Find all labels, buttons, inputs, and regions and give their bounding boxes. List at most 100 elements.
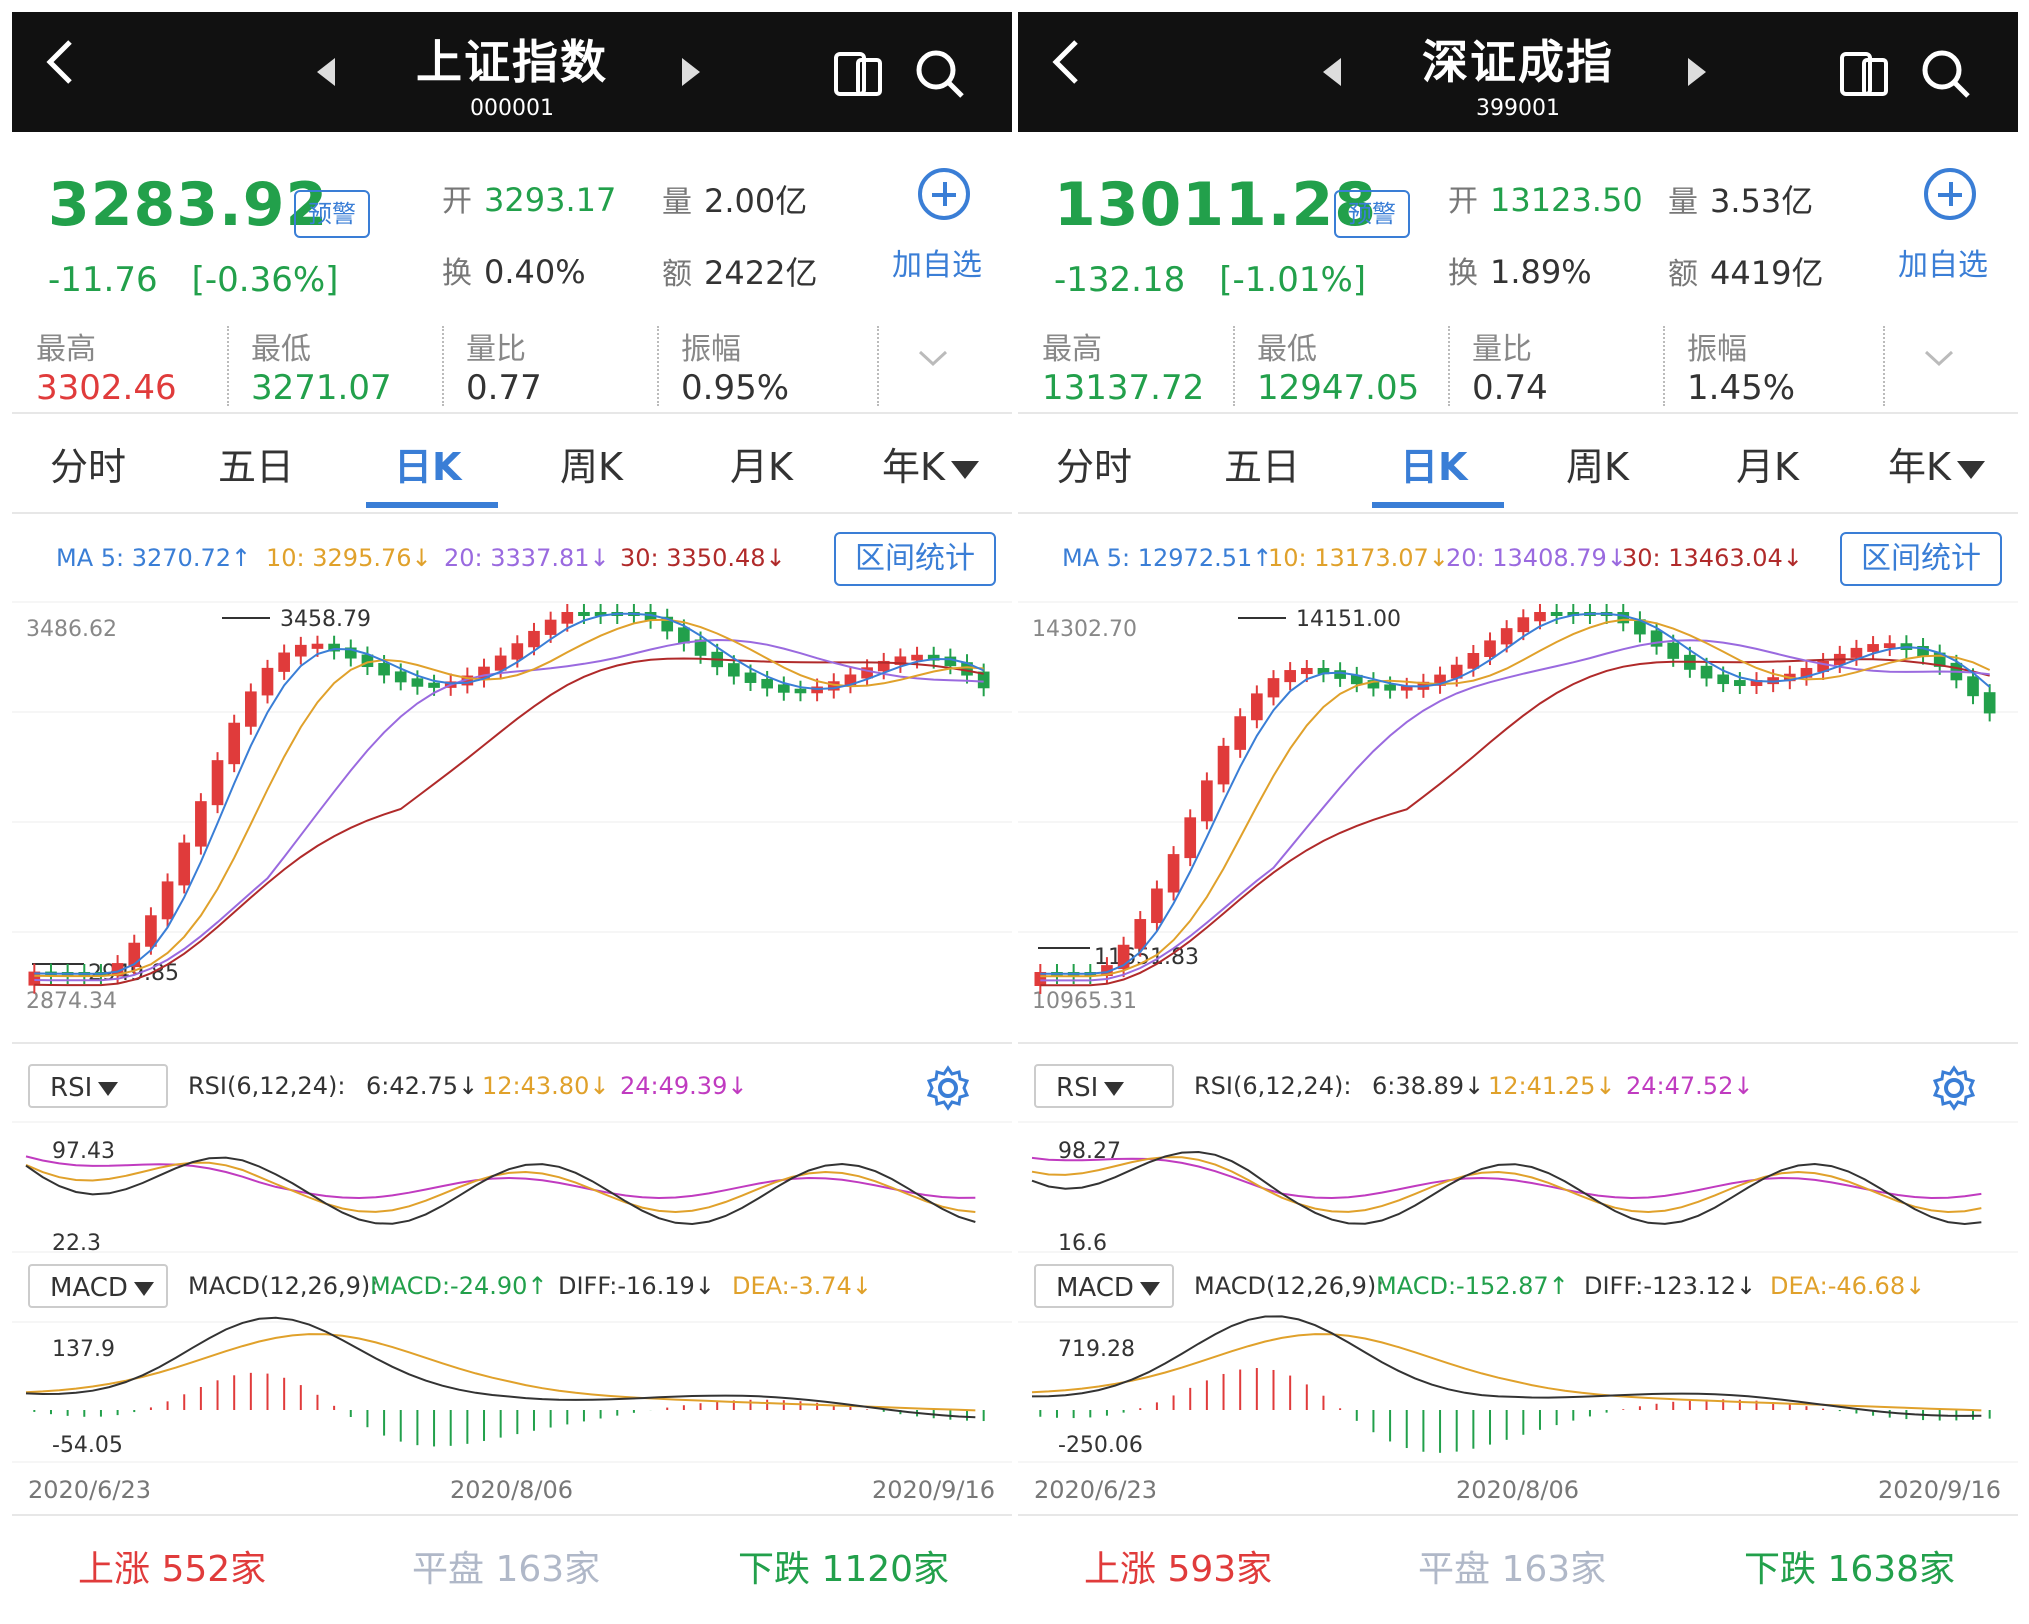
phone-icon[interactable]	[830, 46, 886, 102]
candle	[1750, 680, 1763, 687]
rising-count: 上涨 593家	[1084, 1549, 1273, 1590]
date-axis: 2020/6/23 2020/8/06 2020/9/16	[1018, 1472, 2018, 1512]
candle	[411, 678, 424, 687]
candle	[1117, 944, 1130, 970]
title-block: 上证指数 000001	[12, 26, 1012, 121]
next-icon[interactable]	[1688, 58, 1706, 86]
candle	[1317, 667, 1330, 675]
ma30-value: 30: 3350.48↓	[620, 544, 786, 572]
candle	[1450, 664, 1463, 679]
date-start: 2020/6/23	[1034, 1476, 1158, 1504]
candle	[861, 667, 873, 679]
candle	[1534, 612, 1546, 622]
ma-legend: MA 5: 12972.51↑ 10: 13173.07↓ 20: 13408.…	[1018, 532, 2018, 586]
candle	[178, 842, 191, 886]
kline-chart[interactable]: 3486.62 3458.79 2949.85 2874.34	[12, 582, 1012, 1032]
candle	[1034, 972, 1047, 986]
candle	[1933, 652, 1946, 667]
rsi-selector[interactable]: RSI	[28, 1064, 168, 1108]
period-tabs: 分时 五日 日K 周K 月K 年K	[12, 416, 1012, 508]
gear-icon[interactable]	[924, 1064, 972, 1112]
index-code: 000001	[470, 96, 554, 121]
candle	[511, 643, 524, 660]
tab-daily-k[interactable]: 日K	[1400, 445, 1468, 489]
rsi-selector[interactable]: RSI	[1034, 1064, 1174, 1108]
add-watchlist-label[interactable]: 加自选	[892, 248, 982, 283]
phone-icon[interactable]	[1836, 46, 1892, 102]
metric-volume-ratio: 量比 0.74	[1472, 332, 1548, 408]
search-icon[interactable]	[1918, 46, 1974, 102]
macd-selector[interactable]: MACD	[28, 1264, 168, 1308]
macd-dea: DEA:-46.68↓	[1770, 1272, 1926, 1300]
add-watchlist-label[interactable]: 加自选	[1898, 248, 1988, 283]
candle	[594, 612, 607, 616]
rsi-title: RSI(6,12,24):	[188, 1072, 346, 1100]
tab-monthly-k[interactable]: 月K	[1736, 445, 1799, 489]
tab-intraday[interactable]: 分时	[50, 445, 127, 489]
tab-weekly-k[interactable]: 周K	[560, 445, 623, 489]
tab-five-day[interactable]: 五日	[1224, 445, 1301, 489]
tab-daily-k[interactable]: 日K	[394, 445, 462, 489]
alert-button[interactable]: 预警	[294, 190, 370, 238]
kline-peak-label: 14151.00	[1296, 607, 1401, 632]
candle	[894, 656, 907, 665]
range-stats-button[interactable]: 区间统计	[1840, 532, 2002, 586]
kline-chart[interactable]: 14302.70 14151.00 11651.83 10965.31	[1018, 582, 2018, 1032]
macd-value: MACD:-152.87↑	[1376, 1272, 1569, 1300]
tab-intraday[interactable]: 分时	[1056, 445, 1133, 489]
stat-volume: 量 3.53亿	[1668, 182, 1814, 220]
next-icon[interactable]	[682, 58, 700, 86]
kline-bottom-label: 2874.34	[26, 989, 117, 1014]
metrics-row: 最高 13137.72 最低 12947.05 量比 0.74 振幅 1.45%	[1018, 312, 2018, 412]
candle	[1251, 693, 1263, 721]
back-icon[interactable]	[32, 32, 92, 92]
stat-amount: 额 4419亿	[1668, 254, 1824, 292]
tab-weekly-k[interactable]: 周K	[1566, 445, 1629, 489]
macd-min-label: -250.06	[1058, 1433, 1143, 1458]
candle	[1734, 680, 1746, 687]
rsi-24: 24:47.52↓	[1626, 1072, 1754, 1100]
chevron-down-icon[interactable]	[1924, 348, 1954, 368]
price-change: -132.18 [-1.01%]	[1054, 260, 1366, 300]
gear-icon[interactable]	[1930, 1064, 1978, 1112]
candle	[794, 688, 807, 694]
candle	[1350, 674, 1363, 685]
candle	[1167, 854, 1180, 893]
candle	[228, 722, 241, 765]
candle	[1983, 692, 1996, 714]
flat-count: 平盘 163家	[1418, 1549, 1607, 1590]
search-icon[interactable]	[912, 46, 968, 102]
candle	[311, 643, 324, 649]
chevron-down-icon[interactable]	[918, 348, 948, 368]
dropdown-icon	[98, 1081, 119, 1096]
candle	[128, 942, 141, 968]
plus-icon[interactable]	[918, 168, 970, 220]
macd-min-label: -54.05	[52, 1433, 123, 1458]
candle	[161, 881, 174, 920]
candle	[1967, 676, 1979, 697]
dropdown-icon	[133, 1281, 154, 1296]
macd-diff: DIFF:-123.12↓	[1584, 1272, 1757, 1300]
alert-button[interactable]: 预警	[1334, 190, 1410, 238]
ma10-value: 10: 3295.76↓	[266, 544, 432, 572]
prev-icon[interactable]	[317, 58, 335, 86]
date-end: 2020/9/16	[872, 1476, 996, 1504]
range-stats-button[interactable]: 区间统计	[834, 532, 996, 586]
macd-selector[interactable]: MACD	[1034, 1264, 1174, 1308]
back-icon[interactable]	[1038, 32, 1098, 92]
prev-icon[interactable]	[1323, 58, 1341, 86]
macd-header: MACD MACD(12,26,9): MACD:-152.87↑ DIFF:-…	[1018, 1264, 2018, 1314]
tab-yearly-k[interactable]: 年K	[882, 436, 979, 491]
candle	[361, 654, 374, 668]
kline-top-label: 3486.62	[26, 617, 117, 642]
plus-icon[interactable]	[1924, 168, 1976, 220]
tab-five-day[interactable]: 五日	[218, 445, 295, 489]
candle	[1467, 652, 1480, 669]
tab-yearly-k[interactable]: 年K	[1888, 436, 1985, 491]
candle	[1917, 645, 1929, 657]
tab-monthly-k[interactable]: 月K	[730, 445, 793, 489]
date-mid: 2020/8/06	[450, 1476, 574, 1504]
candle	[644, 612, 657, 621]
